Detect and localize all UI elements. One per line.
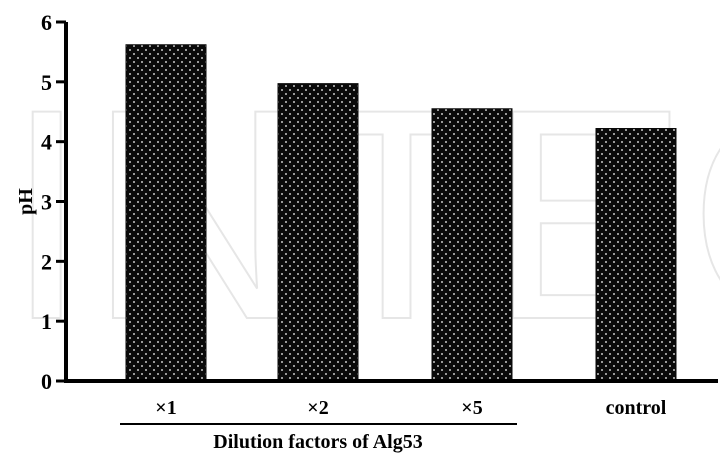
bar-1 — [277, 83, 359, 382]
y-axis-ticks: 0 1 2 3 4 5 6 — [41, 10, 66, 394]
y-tick-label: 2 — [41, 249, 52, 274]
x-category-label: control — [606, 397, 667, 419]
y-tick-label: 4 — [41, 130, 52, 155]
bar-2 — [431, 108, 513, 382]
bar-0 — [125, 44, 207, 382]
group-label: Dilution factors of Alg53 — [213, 431, 422, 453]
bar-3 — [595, 128, 677, 382]
bars-group — [125, 44, 677, 382]
x-category-label: ×1 — [155, 397, 176, 419]
y-tick-label: 1 — [41, 309, 52, 334]
y-tick-label: 0 — [41, 369, 52, 394]
x-category-label: ×5 — [461, 397, 482, 419]
y-axis-title: pH — [15, 188, 37, 215]
x-axis-category-labels: ×1 ×2 ×5 control — [155, 397, 667, 419]
y-tick-label: 3 — [41, 190, 52, 215]
y-tick-label: 6 — [41, 10, 52, 35]
x-category-label: ×2 — [307, 397, 328, 419]
y-tick-label: 5 — [41, 70, 52, 95]
